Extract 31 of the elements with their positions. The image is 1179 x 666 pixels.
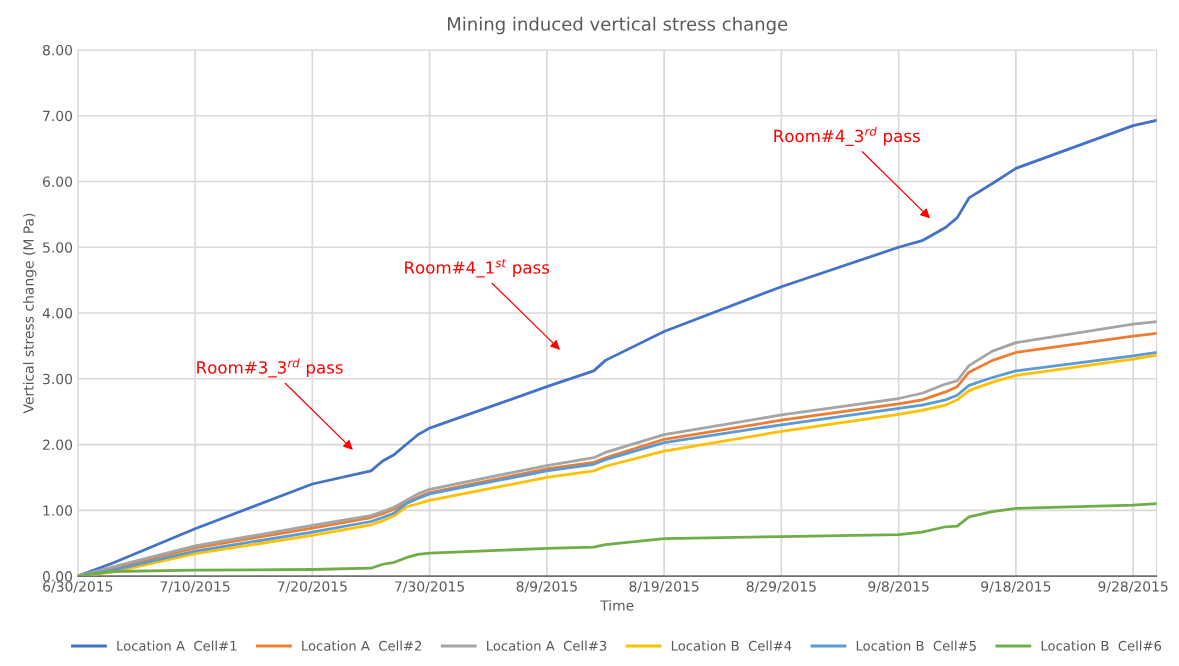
x-tick-label: 8/29/2015 xyxy=(746,581,816,593)
legend-label: Location A Cell#2 xyxy=(302,640,422,651)
chart-title: Mining induced vertical stress change xyxy=(447,16,788,35)
x-axis-title: Time xyxy=(600,599,634,611)
y-tick-label: 5.00 xyxy=(43,242,73,253)
x-tick-label: 7/30/2015 xyxy=(395,581,464,593)
legend-label: Location B Cell#4 xyxy=(671,640,792,651)
legend-label: Location A Cell#1 xyxy=(117,640,237,651)
y-tick-label: 0.00 xyxy=(42,571,73,582)
y-tick-label: 6.00 xyxy=(43,176,73,187)
x-tick-label: 8/19/2015 xyxy=(629,581,699,593)
legend-label: Location B Cell#5 xyxy=(856,640,976,651)
y-tick-label: 2.00 xyxy=(43,439,73,451)
x-tick-label: 8/9/2015 xyxy=(516,581,577,593)
y-tick-label: 8.00 xyxy=(42,44,73,56)
y-tick-label: 1.00 xyxy=(43,505,73,516)
legend-label: Location B Cell#6 xyxy=(1041,640,1162,651)
y-tick-label: 3.00 xyxy=(43,373,73,385)
annotation: Room#3_3$^{rd}$ pass xyxy=(197,358,343,378)
y-tick-label: 7.00 xyxy=(43,110,73,122)
annotation: Room#4_1$^{st}$ pass xyxy=(405,258,550,278)
y-tick-label: 4.00 xyxy=(42,307,73,319)
y-axis-title: Vertical stress change (M Pa) xyxy=(23,213,37,414)
annotation: Room#4_3$^{rd}$ pass xyxy=(774,126,920,146)
x-tick-label: 7/20/2015 xyxy=(277,581,347,593)
x-tick-label: 6/30/2015 xyxy=(43,581,113,593)
legend-label: Location A Cell#3 xyxy=(487,640,607,651)
x-tick-label: 9/18/2015 xyxy=(981,581,1051,593)
x-tick-label: 7/10/2015 xyxy=(160,581,230,593)
x-tick-label: 9/8/2015 xyxy=(868,581,929,593)
x-tick-label: 9/28/2015 xyxy=(1098,581,1168,593)
